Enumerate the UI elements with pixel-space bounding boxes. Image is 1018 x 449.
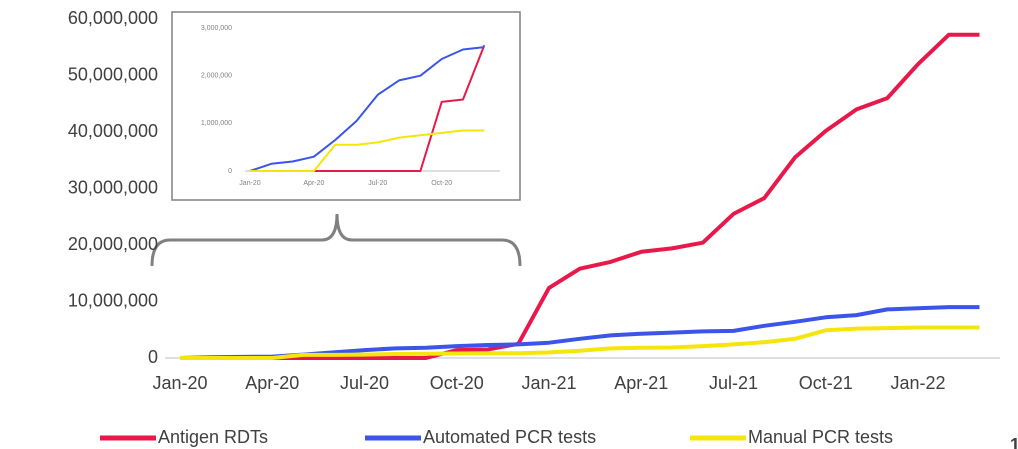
y-tick-label: 60,000,000 — [68, 8, 158, 28]
x-tick-label: Apr-21 — [614, 373, 668, 393]
x-tick-label: Oct-20 — [431, 180, 452, 187]
x-tick-label: Jul-20 — [368, 180, 387, 187]
inset-frame — [171, 11, 521, 201]
y-tick-label: 1,000,000 — [201, 120, 232, 127]
x-tick-label: Apr-20 — [303, 180, 324, 187]
y-tick-label: 30,000,000 — [68, 177, 158, 197]
series-line — [250, 129, 485, 172]
x-tick-label: Jan-21 — [521, 373, 576, 393]
y-tick-label: 2,000,000 — [201, 73, 232, 80]
y-tick-label: 20,000,000 — [68, 234, 158, 254]
y-tick-label: 10,000,000 — [68, 290, 158, 310]
series-line — [180, 32, 980, 360]
y-tick-label: 0 — [228, 168, 232, 175]
y-tick-label: 40,000,000 — [68, 121, 158, 141]
y-tick-label: 0 — [148, 347, 158, 367]
x-tick-label: Jul-21 — [709, 373, 758, 393]
series-line — [249, 46, 485, 172]
x-tick-label: Oct-20 — [430, 373, 484, 393]
legend-label: Manual PCR tests — [748, 427, 893, 447]
legend-label: Automated PCR tests — [423, 427, 596, 447]
bracket — [150, 213, 522, 267]
y-tick-label: 50,000,000 — [68, 64, 158, 84]
x-tick-label: Apr-20 — [245, 373, 299, 393]
y-tick-label: 3,000,000 — [201, 25, 232, 32]
legend-label: Antigen RDTs — [158, 427, 268, 447]
x-tick-label: Jan-20 — [152, 373, 207, 393]
x-tick-label: Jul-20 — [340, 373, 389, 393]
x-tick-label: Oct-21 — [799, 373, 853, 393]
series-line — [180, 325, 980, 360]
x-tick-label: Jan-20 — [239, 180, 261, 187]
x-tick-label: Jan-22 — [890, 373, 945, 393]
page-number: 1 — [1010, 435, 1018, 449]
